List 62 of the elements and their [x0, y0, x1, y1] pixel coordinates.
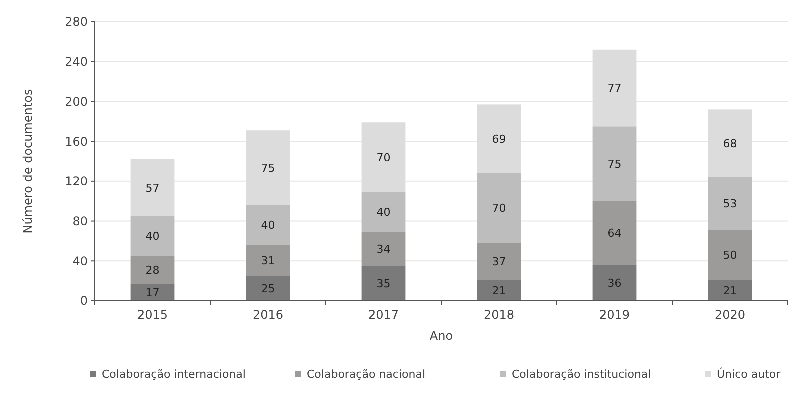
y-tick-label: 240 — [65, 55, 88, 70]
x-tick-label: 2019 — [599, 308, 630, 322]
bar — [708, 280, 752, 301]
y-tick-label: 160 — [65, 134, 88, 149]
bar — [130, 216, 175, 256]
data-label: 40 — [376, 206, 391, 220]
data-label: 31 — [261, 254, 276, 268]
legend-label: Colaboração institucional — [512, 368, 652, 381]
data-label: 57 — [146, 182, 160, 195]
bar — [592, 265, 637, 301]
y-tick-label: 80 — [72, 214, 88, 228]
data-label: 50 — [723, 249, 738, 262]
data-label: 21 — [723, 284, 738, 298]
bar — [362, 266, 406, 301]
data-label: 53 — [723, 198, 738, 211]
legend-label: Colaboração internacional — [102, 368, 246, 381]
data-label: 70 — [376, 151, 391, 164]
x-tick-label: 2020 — [714, 308, 746, 322]
y-tick-label: 40 — [72, 254, 88, 268]
bar — [592, 201, 637, 266]
bar — [708, 177, 752, 230]
bar — [246, 205, 290, 246]
data-label: 37 — [492, 255, 506, 268]
data-label: 77 — [608, 82, 622, 96]
x-tick-label: 2018 — [484, 308, 515, 322]
data-label: 28 — [146, 264, 160, 277]
data-label: 21 — [492, 284, 506, 298]
bar — [362, 192, 406, 232]
y-tick-label: 0 — [80, 294, 88, 308]
bar — [477, 280, 522, 301]
data-label: 17 — [146, 286, 160, 300]
data-label: 40 — [146, 230, 160, 244]
data-label: 68 — [723, 137, 738, 150]
bar — [592, 126, 637, 202]
bar — [130, 256, 175, 284]
y-tick-label: 120 — [65, 174, 88, 189]
data-label: 34 — [376, 243, 391, 256]
y-tick-label: 280 — [65, 15, 88, 30]
data-label: 35 — [376, 277, 391, 290]
data-label: 70 — [492, 202, 506, 216]
x-tick-label: 2016 — [252, 308, 284, 322]
bar — [130, 284, 175, 301]
y-tick-label: 200 — [65, 94, 88, 109]
data-label: 75 — [608, 158, 622, 171]
bar — [477, 243, 522, 280]
bar — [477, 173, 522, 244]
x-axis-title: Ano — [430, 329, 454, 343]
x-tick-label: 2017 — [368, 308, 400, 322]
data-label: 64 — [608, 227, 622, 240]
legend-label: Colaboração nacional — [307, 368, 426, 381]
data-label: 25 — [261, 282, 276, 296]
data-label: 69 — [492, 132, 506, 146]
bar — [708, 230, 752, 280]
y-axis-title: Número de documentos — [21, 89, 35, 234]
legend-label: Único autor — [717, 367, 782, 381]
bar — [362, 232, 406, 266]
bar — [246, 245, 290, 276]
x-tick-label: 2015 — [137, 308, 168, 322]
data-label: 36 — [608, 276, 622, 290]
data-label: 75 — [261, 162, 276, 175]
data-label: 40 — [261, 219, 276, 232]
bar — [246, 276, 290, 301]
